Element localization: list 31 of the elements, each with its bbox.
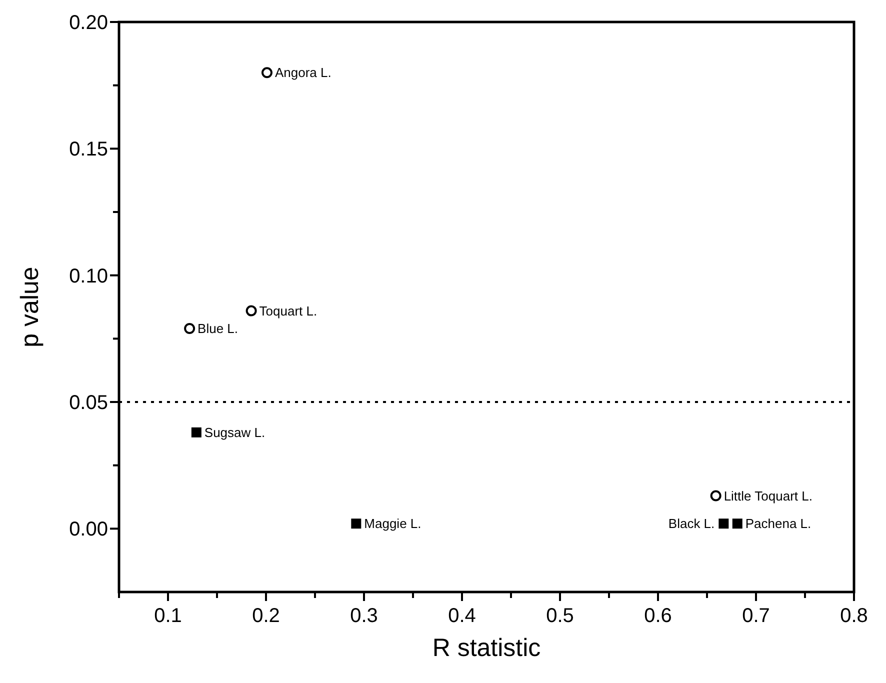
- point: [351, 518, 362, 529]
- annotation: Sugsaw L.: [204, 424, 266, 440]
- annotation: Angora L.: [274, 65, 332, 80]
- point: [261, 67, 272, 78]
- point: [732, 518, 742, 529]
- x-tick-label: 0.1: [154, 605, 182, 627]
- annotation: Toquart L.: [259, 303, 318, 318]
- point: [718, 518, 729, 529]
- point: [710, 490, 722, 502]
- x-tick-label: 0.4: [448, 605, 476, 627]
- point: [184, 323, 196, 334]
- annotation: Black L.: [668, 516, 715, 532]
- y-tick-label: 0.20: [69, 12, 108, 34]
- x-tick-label: 0.7: [742, 605, 770, 627]
- annotation: Pachena L.: [745, 516, 812, 532]
- annotation: Little Toquart L.: [724, 488, 812, 504]
- x-tick-label: 0.5: [546, 605, 574, 627]
- x-tick-label: 0.2: [252, 605, 280, 627]
- annotation: Blue L.: [198, 321, 238, 336]
- y-tick-label: 0.00: [69, 518, 108, 541]
- y-tick-label: 0.05: [69, 392, 108, 414]
- y-tick-label: 0.15: [69, 138, 108, 161]
- annotation: Maggie L.: [364, 516, 422, 532]
- x-tick-label: 0.6: [644, 605, 672, 627]
- x-axis-title: R statistic: [432, 634, 541, 662]
- x-tick-label: 0.8: [840, 605, 868, 627]
- x-tick-label: 0.3: [350, 605, 378, 627]
- y-axis-title: p value: [16, 266, 44, 348]
- point: [191, 427, 202, 438]
- y-tick-label: 0.10: [69, 265, 108, 288]
- point: [246, 305, 257, 316]
